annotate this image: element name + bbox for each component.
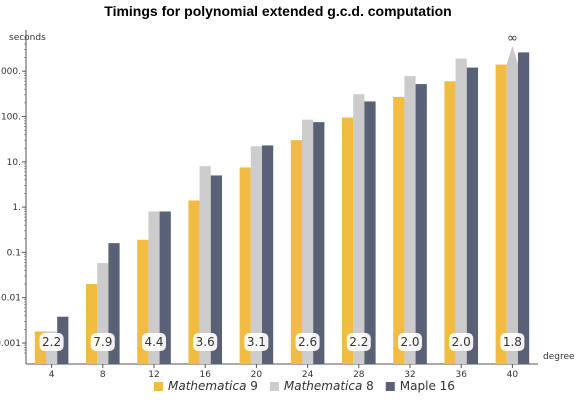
x-tick-label: 8 — [100, 370, 106, 380]
x-tick-label: 36 — [455, 370, 467, 380]
x-tick-label: 24 — [302, 370, 314, 380]
bar — [313, 122, 325, 364]
ratio-label: 4.4 — [144, 335, 163, 349]
ratio-label-box — [398, 333, 422, 351]
bar — [353, 94, 365, 364]
legend-entry: Mathematica 8 — [284, 379, 374, 393]
ratio-label-box — [449, 333, 474, 351]
bar — [404, 76, 416, 365]
ratio-label: 1.8 — [503, 335, 522, 349]
legend-entry: Maple 16 — [400, 379, 455, 393]
y-tick-label: 10. — [7, 158, 21, 168]
bar-infinite — [506, 46, 518, 364]
bar — [97, 263, 109, 364]
x-tick-label: 28 — [353, 370, 365, 380]
x-tick-label: 32 — [404, 370, 415, 380]
x-tick-label: 16 — [199, 370, 211, 380]
bar — [466, 67, 478, 364]
ratio-labels: 2.2 7.9 4.4 3.6 3.1 2.6 2.2 2.0 2.0 1.8 — [39, 333, 525, 351]
ratio-label-box — [295, 333, 320, 351]
y-tick-label: 0.1 — [7, 248, 21, 258]
ratio-label: 2.2 — [42, 335, 61, 349]
bar — [137, 239, 149, 364]
ratio-label-box — [244, 333, 269, 351]
bar — [239, 167, 251, 364]
ratio-label-box — [39, 333, 64, 351]
bar — [415, 84, 427, 364]
bar — [159, 211, 171, 364]
ratio-label-box — [142, 333, 166, 351]
legend: Mathematica 9 Mathematica 8 Maple 16 — [154, 379, 455, 393]
bar — [364, 101, 376, 364]
bar — [444, 81, 456, 364]
bars: ∞ — [34, 31, 530, 365]
ratio-label: 2.0 — [452, 335, 471, 349]
bar — [495, 64, 507, 365]
y-axis-label: seconds — [9, 33, 46, 43]
bar — [210, 175, 222, 364]
bar — [455, 58, 467, 365]
chart-title: Timings for polynomial extended g.c.d. c… — [104, 3, 451, 19]
legend-swatch — [154, 382, 163, 391]
ratio-label-box — [193, 333, 218, 351]
bar — [262, 145, 274, 364]
ratio-label-box — [90, 333, 115, 351]
ratio-label-box — [500, 333, 525, 351]
y-tick-label: 0.01 — [1, 294, 21, 304]
legend-entry: Mathematica 9 — [168, 379, 258, 393]
bar — [518, 52, 530, 365]
ratio-label: 3.1 — [247, 335, 266, 349]
bar — [342, 117, 354, 364]
ratio-label: 2.2 — [349, 335, 368, 349]
x-tick-label: 20 — [251, 370, 263, 380]
legend-swatch — [269, 382, 279, 391]
ratio-label: 7.9 — [93, 335, 112, 349]
y-tick-label: 0.001 — [0, 339, 21, 349]
legend-swatch — [385, 382, 395, 391]
bar — [188, 200, 200, 364]
infinity-label: ∞ — [507, 31, 518, 46]
bar — [302, 119, 314, 364]
bar — [393, 96, 405, 364]
x-tick-label: 12 — [148, 370, 159, 380]
bar — [108, 243, 120, 364]
bar — [250, 146, 262, 364]
ratio-label: 2.0 — [400, 335, 419, 349]
y-tick-label: 1. — [12, 203, 21, 213]
x-tick-label: 40 — [507, 370, 519, 380]
bar — [199, 166, 211, 364]
ratio-label-box — [346, 333, 371, 351]
bar — [148, 211, 160, 364]
y-tick-label: 100. — [1, 113, 21, 123]
x-axis-label: degree — [543, 352, 575, 362]
bar — [86, 284, 98, 364]
ratio-label: 3.6 — [196, 335, 215, 349]
x-tick-label: 4 — [49, 370, 55, 380]
ratio-label: 2.6 — [298, 335, 317, 349]
bar — [290, 140, 302, 364]
y-tick-label: 1000. — [0, 67, 21, 77]
